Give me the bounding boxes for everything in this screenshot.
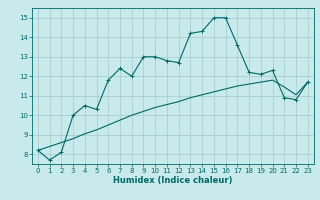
X-axis label: Humidex (Indice chaleur): Humidex (Indice chaleur) xyxy=(113,176,233,185)
